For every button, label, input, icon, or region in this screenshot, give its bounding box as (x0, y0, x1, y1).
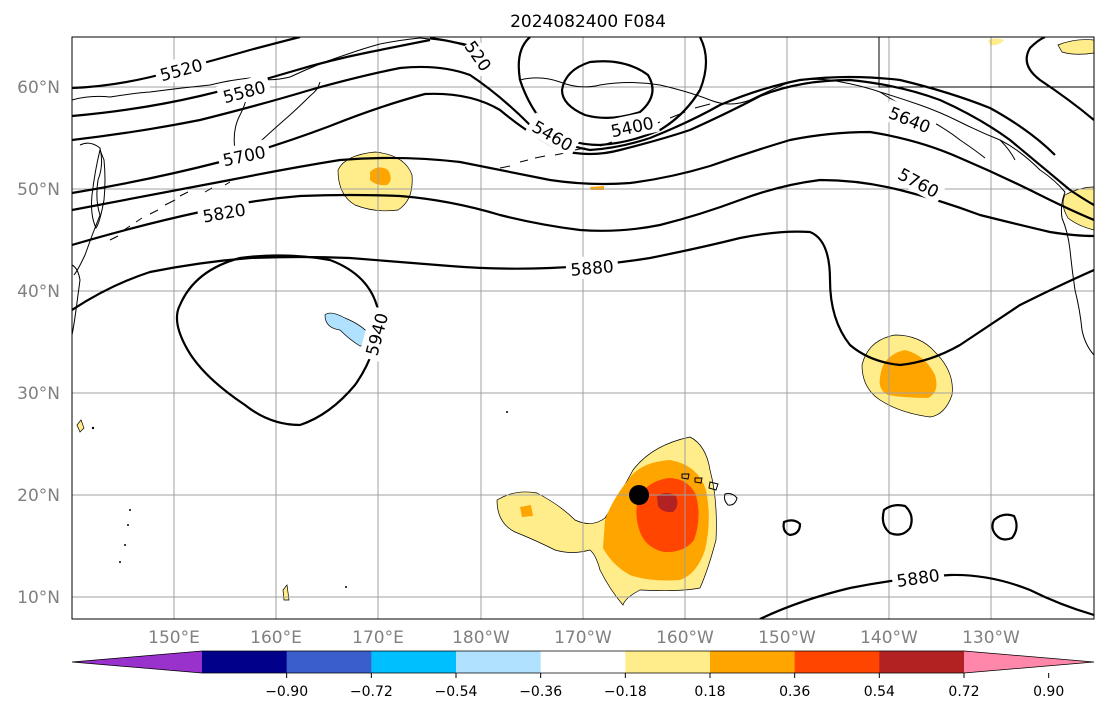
colorbar-segment (202, 651, 288, 673)
contour-ne (1025, 37, 1094, 121)
contour-label-5880: 5880 (570, 257, 615, 281)
lon-label-150e: 150°E (148, 628, 200, 648)
lat-label-10n: 10°N (17, 588, 60, 608)
contour-5700 (72, 78, 1094, 206)
anomaly-region-west (76, 419, 85, 433)
anomaly-region-small (520, 505, 533, 517)
colorbar-outline (71, 650, 1095, 674)
lon-label-160e: 160°E (250, 628, 302, 648)
colorbar-tick-label: −0.54 (435, 684, 478, 700)
contour-loop-3 (782, 519, 802, 537)
colorbar-segment (794, 651, 880, 673)
colorbar-tick-label: 0.36 (779, 684, 810, 700)
coastline-kurils (109, 181, 231, 241)
colorbar-tick-label: −0.90 (265, 684, 308, 700)
lon-label-170e: 170°E (352, 628, 404, 648)
colorbar-segment (879, 651, 965, 673)
lat-label-20n: 20°N (17, 486, 60, 506)
map-area: 5520 5580 5700 5820 5460 5400 5640 5760 … (72, 37, 1094, 619)
lon-label-170w: 170°W (554, 628, 612, 648)
colorbar (71, 650, 1095, 674)
contour-5580 (72, 38, 431, 118)
lat-label-50n: 50°N (17, 180, 60, 200)
longitude-labels: 150°E 160°E 170°E 180°W 170°W 160°W 150°… (148, 628, 1020, 648)
coastline-sakhalin (91, 148, 106, 230)
lon-label-160w: 160°W (656, 628, 714, 648)
colorbar-tick-label: 0.72 (948, 684, 979, 700)
contour-loop-2 (991, 513, 1018, 541)
lon-label-150w: 150°W (758, 628, 816, 648)
lon-label-140w: 140°W (860, 628, 918, 648)
colorbar-tick-label: 0.90 (1033, 684, 1064, 700)
coastline-canada (878, 37, 1094, 88)
colorbar-tick-label: −0.18 (604, 684, 647, 700)
anomaly-region-alaska (988, 38, 1004, 46)
colorbar-tick-label: 0.54 (864, 684, 895, 700)
lat-label-40n: 40°N (17, 282, 60, 302)
contour-5880-south (759, 573, 1094, 619)
map-frame (71, 36, 1095, 620)
colorbar-extend-high (964, 651, 1094, 673)
lat-label-30n: 30°N (17, 384, 60, 404)
colorbar-tick-label: −0.36 (519, 684, 562, 700)
lon-label-130w: 130°W (962, 628, 1020, 648)
coastline-hawaii-kauai (681, 473, 690, 480)
coastline-hawaii-big (723, 493, 738, 506)
contour-5640 (72, 65, 1056, 156)
colorbar-segment (710, 651, 796, 673)
coastline-okhotsk (73, 142, 103, 276)
colorbar-ticks: −0.90 −0.72 −0.54 −0.36 −0.18 0.18 0.36 0.54 0.7… (265, 673, 1064, 700)
coastline-us-west (1060, 191, 1094, 356)
coastline-asia (72, 37, 421, 101)
contour-5400 (560, 60, 654, 119)
anomaly-region-aleutian-orange (370, 167, 391, 186)
colorbar-tick-label: −0.72 (350, 684, 393, 700)
contour-5820 (72, 178, 1094, 247)
colorbar-tick-label: 0.18 (694, 684, 725, 700)
anomaly-region-hawaii-red (636, 478, 699, 553)
coastline-japan (72, 264, 81, 336)
anomaly-region-topright (1057, 39, 1094, 55)
lat-label-60n: 60°N (17, 78, 60, 98)
colorbar-segment (371, 651, 457, 673)
colorbar-extend-low (72, 651, 202, 673)
colorbar-segment (540, 651, 626, 673)
colorbar-segment (456, 651, 542, 673)
anomaly-region-hawaii-darkred (657, 493, 678, 513)
colorbar-segment (286, 651, 372, 673)
coastline-hawaii-maui (708, 481, 719, 491)
anomaly-region-northeast-orange (879, 350, 937, 398)
contour-5880 (72, 230, 1094, 367)
lon-label-180w: 180°W (452, 628, 510, 648)
contour-5760 (72, 130, 1094, 222)
contour-5940 (175, 254, 380, 427)
coastline-hawaii-oahu (694, 477, 703, 484)
colorbar-segment (625, 651, 711, 673)
storm-center-marker (629, 485, 649, 505)
map-title: 2024082400 F084 (510, 12, 666, 32)
contour-loop-1 (881, 504, 913, 536)
latitude-labels: 60°N 50°N 40°N 30°N 20°N 10°N (17, 78, 60, 608)
